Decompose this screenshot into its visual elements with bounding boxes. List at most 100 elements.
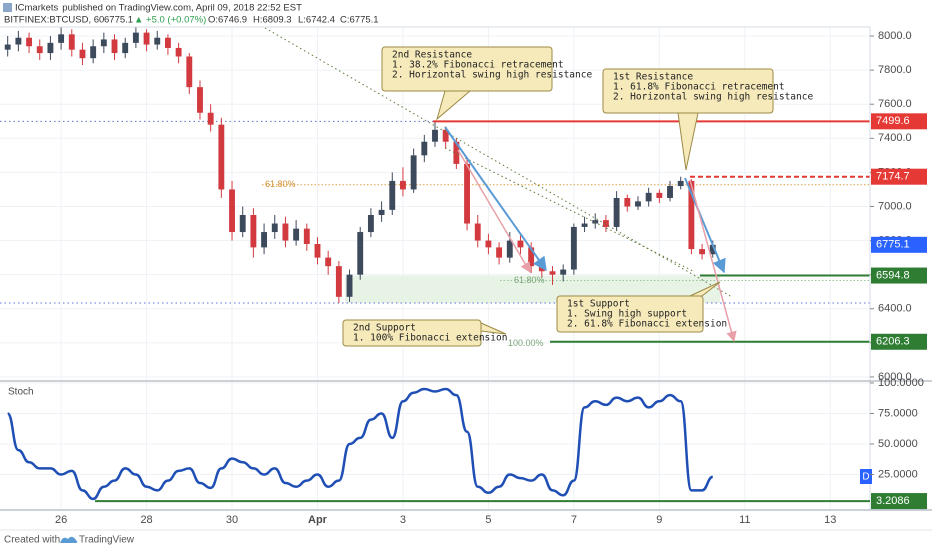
y-tick-label: 8000.0 [878, 30, 912, 42]
footer-brand[interactable]: TradingView [79, 535, 135, 546]
footer-created: Created with [4, 535, 60, 546]
author[interactable]: ICmarkets [15, 3, 59, 14]
candle-body [410, 155, 417, 190]
price-label: 7499.6 [876, 115, 910, 127]
candle-body [464, 163, 470, 224]
candle-body [47, 42, 54, 54]
candle-body [250, 215, 257, 248]
price-label: 6206.3 [876, 336, 910, 348]
drawings [264, 27, 737, 343]
x-tick-label: 9 [656, 514, 662, 526]
candle-body [581, 223, 588, 227]
price-label-bg [871, 333, 927, 350]
arrow [457, 149, 531, 273]
callout-text: 1. 38.2% Fibonacci retracement [392, 60, 564, 71]
price-label: 7174.7 [876, 171, 910, 183]
candle-body [645, 192, 652, 202]
candle-body [602, 220, 609, 227]
candle-body [400, 180, 406, 190]
candle-body [528, 247, 535, 267]
y-tick-label: 7000.0 [878, 200, 912, 212]
candle-body [421, 141, 428, 156]
x-tick-label: 7 [571, 514, 577, 526]
y-tick-label: 50.0000 [878, 438, 918, 450]
y-tick-label: 7800.0 [878, 64, 912, 76]
y-tick-label: 75.0000 [878, 407, 918, 419]
y-tick-label: 100.0000 [878, 377, 924, 389]
open: O:6746.9 [208, 15, 247, 26]
candle-body [485, 240, 492, 248]
last-price: 6775.1 [104, 15, 133, 26]
y-tick-label: 6000.0 [878, 371, 912, 383]
x-tick-label: 28 [140, 514, 152, 526]
candle-body [164, 37, 171, 48]
candle-body [325, 257, 332, 267]
arrow [444, 126, 547, 272]
callout-text: 2. 61.8% Fibonacci extension [567, 319, 727, 330]
callout-text: 1. 61.8% Fibonacci retracement [613, 82, 785, 93]
x-tick-label: 5 [485, 514, 491, 526]
candle-body [293, 228, 300, 241]
candle-body [453, 141, 460, 164]
candle-body [90, 46, 97, 59]
trendline [444, 147, 696, 273]
candle-body [186, 56, 193, 88]
price-label-bg [871, 267, 927, 284]
candle-body [560, 269, 567, 275]
candle-body [367, 215, 374, 233]
candle-body [378, 209, 385, 216]
arrow [684, 177, 726, 274]
candle-body [282, 223, 289, 241]
change: ▲ +5.0 (+0.07%) [134, 15, 206, 26]
stoch-line [6, 387, 714, 501]
candle-body [314, 243, 321, 258]
candle-body [303, 228, 310, 244]
candle-body [207, 112, 214, 125]
candle-body [197, 87, 203, 113]
avatar [3, 3, 12, 12]
callout-text: 2. Horizontal swing high resistance [613, 92, 813, 103]
callout-pointer [677, 112, 699, 171]
callout-text: 2nd Support [353, 323, 416, 334]
candle-body [79, 49, 86, 59]
close: C:6775.1 [340, 15, 379, 26]
candle-body [229, 189, 235, 233]
candle-body [688, 180, 695, 250]
candle-body [613, 197, 620, 227]
candle-body [592, 220, 599, 224]
candle-body [100, 39, 107, 47]
candle-body [346, 274, 353, 297]
fib-label: 61.80% [514, 275, 545, 285]
candle-body [667, 186, 673, 198]
x-tick-label: 26 [55, 514, 67, 526]
candle-body [154, 37, 161, 45]
y-tick-label: 7600.0 [878, 98, 912, 110]
candle-body [36, 46, 43, 54]
candle-body [506, 240, 513, 258]
candle-body [474, 223, 481, 241]
arrow [689, 179, 737, 343]
candle-body [517, 240, 524, 248]
price-label-bg [871, 236, 927, 253]
candle-body [442, 129, 449, 142]
callout-text: 1. Swing high support [567, 309, 687, 320]
callout-text: 1st Support [567, 299, 630, 310]
candle-body [624, 197, 631, 207]
x-tick-label: 3 [400, 514, 406, 526]
callout-text: 1st Resistance [613, 72, 693, 83]
y-tick-label: 25.0000 [878, 468, 918, 480]
badge-text: D [862, 472, 869, 483]
candle-body [239, 215, 246, 233]
low: L:6742.4 [298, 15, 335, 26]
high: H:6809.3 [253, 15, 292, 26]
callout-text: 1. 100% Fibonacci extension [353, 333, 507, 344]
callout-pointer [480, 322, 507, 335]
candle-body [677, 180, 684, 187]
badge[interactable] [860, 469, 872, 484]
candle-body [122, 42, 129, 54]
candle-body [4, 44, 11, 50]
callout-pointer [689, 281, 721, 297]
price-label: 3.2086 [876, 495, 910, 507]
candle-body [143, 32, 150, 45]
